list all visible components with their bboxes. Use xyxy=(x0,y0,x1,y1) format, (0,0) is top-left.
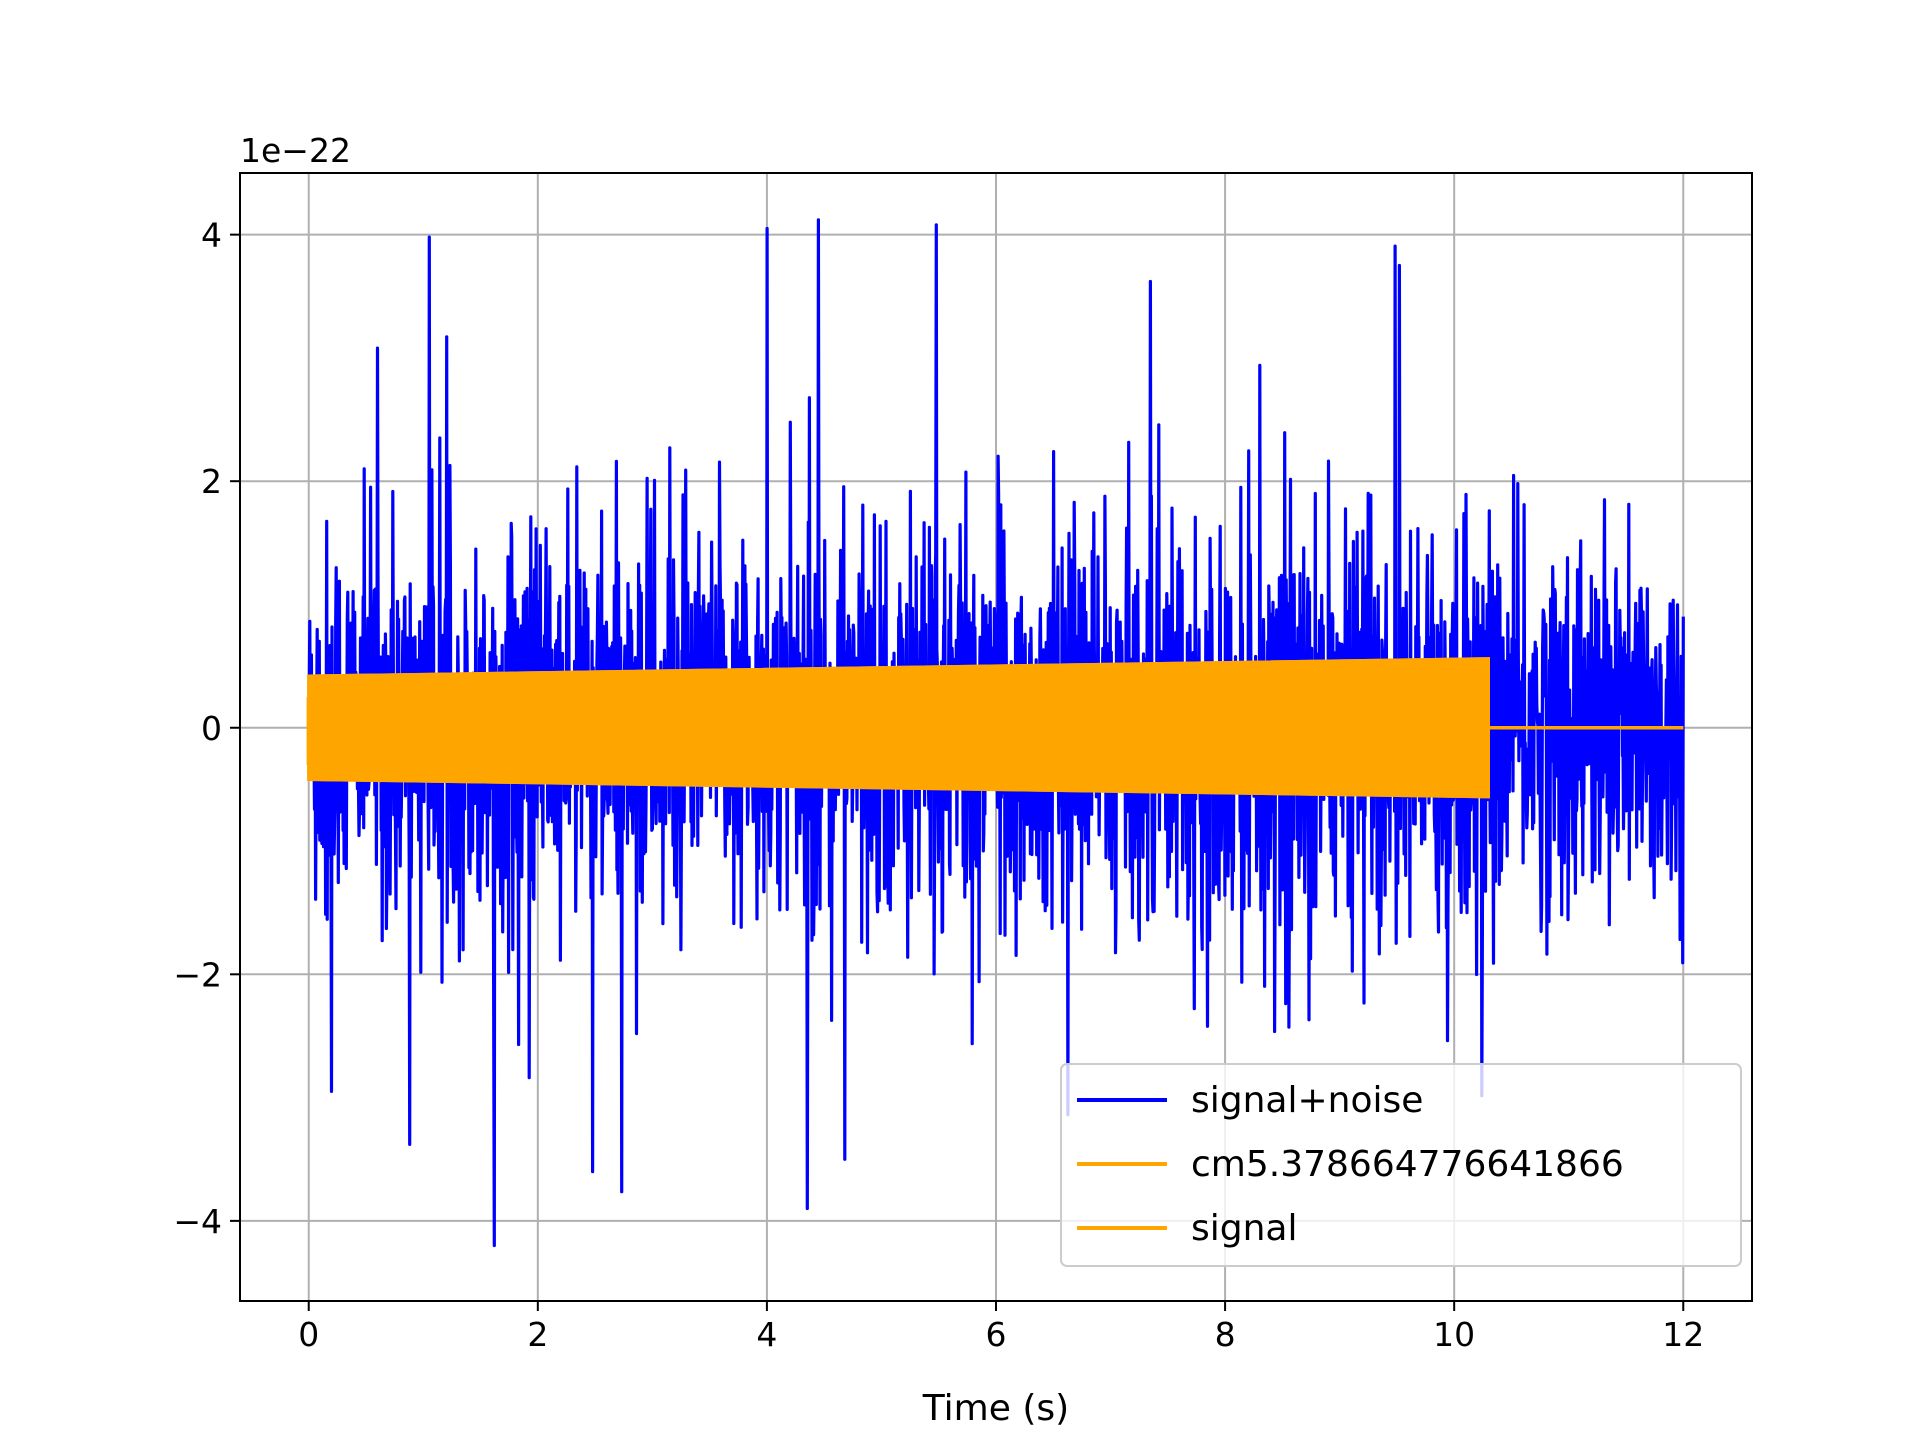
x-tick-label: 8 xyxy=(1215,1315,1236,1354)
y-tick-label: 4 xyxy=(201,216,222,255)
y-tick-label: −2 xyxy=(173,955,222,994)
x-tick-label: 12 xyxy=(1662,1315,1704,1354)
y-tick-label: −4 xyxy=(173,1202,222,1241)
series-signal-envelope xyxy=(307,657,1490,799)
legend-label: signal+noise xyxy=(1191,1080,1423,1121)
x-tick-label: 2 xyxy=(527,1315,548,1354)
y-offset-text: 1e−22 xyxy=(240,131,351,170)
plot-area xyxy=(306,218,1685,1248)
x-tick-label: 10 xyxy=(1433,1315,1475,1354)
legend: signal+noise cm5.378664776641866 signal xyxy=(1060,1063,1742,1267)
x-tick-label: 0 xyxy=(298,1315,319,1354)
legend-label: signal xyxy=(1191,1208,1298,1249)
ticks: 0 2 4 6 8 10 12 −4 −2 0 2 4 xyxy=(173,216,1704,1354)
x-axis-label: Time (s) xyxy=(922,1388,1069,1429)
legend-box xyxy=(1060,1063,1742,1267)
y-tick-label: 0 xyxy=(201,709,222,748)
x-tick-label: 4 xyxy=(756,1315,777,1354)
x-tick-label: 6 xyxy=(986,1315,1007,1354)
legend-label: cm5.378664776641866 xyxy=(1191,1144,1624,1185)
y-tick-label: 2 xyxy=(201,462,222,501)
